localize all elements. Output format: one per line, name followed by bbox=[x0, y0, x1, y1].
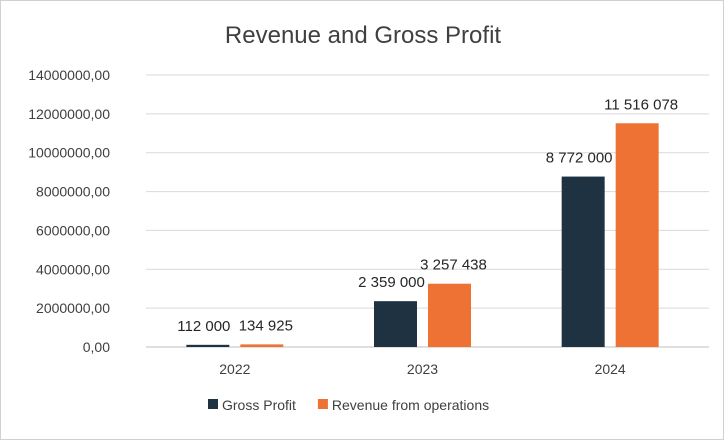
bar bbox=[186, 344, 230, 347]
y-tick-label: 4000000,00 bbox=[36, 261, 110, 277]
y-tick-label: 6000000,00 bbox=[36, 222, 110, 238]
legend-item: Gross Profit bbox=[208, 397, 296, 413]
data-label: 112 000 bbox=[177, 318, 230, 335]
y-tick-label: 0,00 bbox=[83, 339, 110, 355]
data-label: 3 257 438 bbox=[420, 257, 487, 274]
gridlines bbox=[146, 74, 709, 348]
y-axis-tick-labels: 0,00 2000000,00 4000000,00 6000000,00 800000… bbox=[28, 67, 110, 355]
bars bbox=[186, 123, 659, 347]
bar bbox=[428, 283, 471, 347]
legend-label: Revenue from operations bbox=[332, 397, 489, 413]
chart-title: Revenue and Gross Profit bbox=[225, 22, 501, 49]
x-tick-label: 2022 bbox=[219, 361, 250, 377]
legend-label: Gross Profit bbox=[222, 397, 296, 413]
data-label: 11 516 078 bbox=[604, 96, 678, 113]
bar bbox=[374, 301, 417, 347]
legend-swatch bbox=[208, 399, 218, 409]
data-label: 134 925 bbox=[239, 317, 293, 334]
bar bbox=[615, 123, 659, 347]
x-axis-category-labels: 2022 2023 2024 bbox=[219, 361, 626, 377]
x-tick-label: 2023 bbox=[407, 361, 438, 377]
bar bbox=[561, 176, 605, 347]
y-tick-label: 2000000,00 bbox=[36, 300, 110, 316]
bar bbox=[240, 344, 284, 347]
data-label: 8 772 000 bbox=[546, 150, 613, 167]
legend: Gross Profit Revenue from operations bbox=[208, 397, 489, 413]
y-tick-label: 10000000,00 bbox=[28, 145, 110, 161]
y-tick-label: 14000000,00 bbox=[28, 67, 110, 83]
y-tick-label: 12000000,00 bbox=[28, 106, 110, 122]
legend-item: Revenue from operations bbox=[317, 397, 489, 413]
y-tick-label: 8000000,00 bbox=[36, 184, 110, 200]
legend-swatch bbox=[317, 399, 328, 409]
x-tick-label: 2024 bbox=[595, 361, 626, 377]
data-label: 2 359 000 bbox=[358, 274, 425, 291]
